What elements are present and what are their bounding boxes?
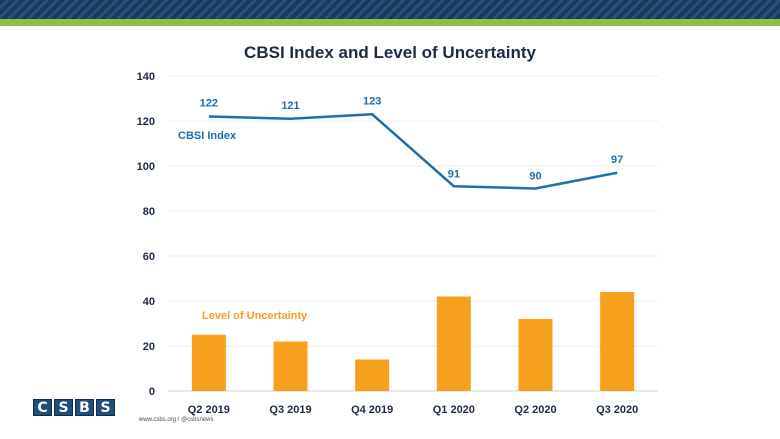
uncertainty-bars: [191, 292, 635, 391]
x-tick-label: Q3 2019: [269, 404, 311, 416]
x-axis-ticks: Q2 2019 Q3 2019 Q4 2019 Q1 2020 Q2 2020 Q3 20…: [188, 404, 639, 416]
uncertainty-bar: [191, 334, 226, 391]
y-axis-ticks: 0 20 40 60 80 100 120 140: [137, 71, 155, 398]
cbsi-data-label: 123: [363, 95, 381, 107]
footer-url: www.csbs.org / @csbsnews: [139, 417, 214, 423]
uncertainty-bar: [518, 319, 553, 391]
cbsi-data-label: 122: [200, 98, 218, 110]
logo-letter: S: [54, 399, 73, 416]
gridlines: [168, 75, 658, 392]
csbs-logo: C S B S: [33, 399, 115, 416]
x-tick-label: Q3 2020: [596, 404, 638, 416]
cbsi-data-label: 121: [281, 100, 299, 112]
cbsi-data-labels: 122 121 123 91 90 97: [200, 95, 624, 182]
header-divider: [0, 26, 780, 28]
cbsi-data-label: 90: [529, 171, 541, 183]
y-tick-label: 80: [143, 206, 155, 218]
header-green-bar: [0, 19, 780, 26]
uncertainty-bar: [436, 296, 471, 391]
y-tick-label: 40: [143, 296, 155, 308]
logo-letter: C: [33, 399, 52, 416]
logo-letter: S: [96, 399, 115, 416]
y-tick-label: 100: [137, 161, 155, 173]
cbsi-data-label: 97: [611, 154, 623, 166]
chart-title: CBSI Index and Level of Uncertainty: [244, 43, 536, 62]
y-tick-label: 0: [149, 386, 155, 398]
x-tick-label: Q2 2019: [188, 404, 230, 416]
series-label-cbsi: CBSI Index: [178, 130, 237, 142]
x-tick-label: Q4 2019: [351, 404, 393, 416]
cbsi-line: [208, 113, 618, 190]
y-tick-label: 140: [137, 71, 155, 83]
y-tick-label: 60: [143, 251, 155, 263]
y-tick-label: 20: [143, 341, 155, 353]
x-tick-label: Q1 2020: [433, 404, 475, 416]
cbsi-line-path: [208, 113, 618, 190]
uncertainty-bar: [355, 359, 390, 391]
logo-letter: B: [75, 399, 94, 416]
cbsi-data-label: 91: [448, 168, 460, 180]
x-tick-label: Q2 2020: [514, 404, 556, 416]
uncertainty-bar: [600, 292, 635, 391]
header-stripe-bar: [0, 0, 780, 19]
y-tick-label: 120: [137, 116, 155, 128]
uncertainty-bar: [273, 341, 308, 391]
series-label-uncertainty: Level of Uncertainty: [202, 310, 308, 322]
